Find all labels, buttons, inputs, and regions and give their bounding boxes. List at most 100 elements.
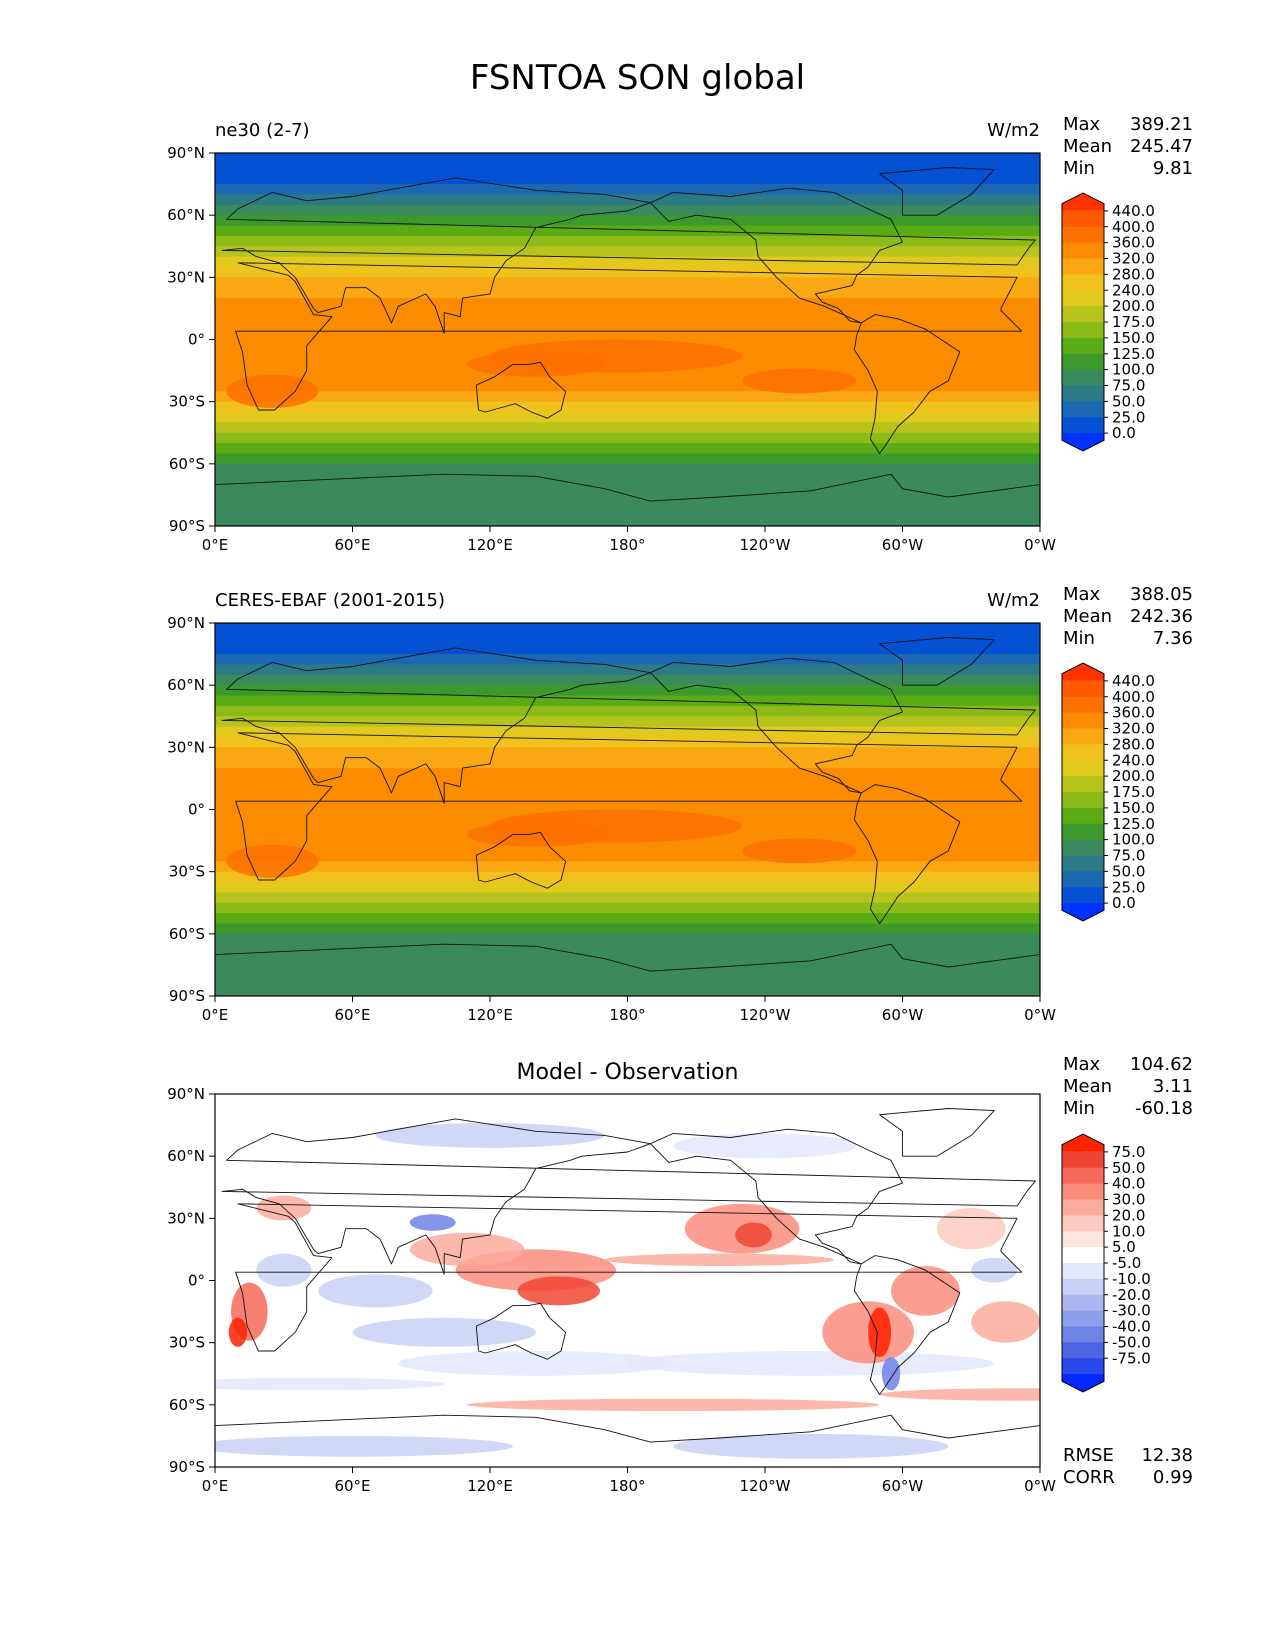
lon-tick-label: 60°E [334, 1006, 370, 1024]
lon-tick-label: 0°E [202, 1006, 229, 1024]
colorbar-tick-label: 240.0 [1112, 281, 1155, 299]
stats-block: Max 388.05 Mean 242.36 Min 7.36 [1063, 584, 1193, 650]
lon-tick-label: 180° [609, 1006, 645, 1024]
field-band [215, 716, 1040, 728]
colorbar-tick-label: 125.0 [1112, 345, 1155, 363]
corr-value: 0.99 [1152, 1467, 1193, 1488]
mean-value: 242.36 [1130, 606, 1193, 627]
lat-tick-label: 90°S [169, 517, 205, 535]
field-anomaly [256, 1253, 312, 1287]
field-anomaly [627, 1350, 995, 1376]
colorbar-tick-label: 360.0 [1112, 234, 1155, 252]
colorbar-swatch [1062, 1151, 1104, 1169]
coastline [649, 187, 903, 324]
lon-tick-label: 120°W [740, 1477, 791, 1495]
field-band [215, 474, 1040, 486]
lon-tick-label: 120°W [740, 536, 791, 554]
field-band [215, 861, 1040, 873]
lon-tick-label: 180° [609, 536, 645, 554]
colorbar-swatch [1062, 871, 1104, 888]
field-band [215, 674, 1040, 686]
colorbar-swatch [1062, 680, 1104, 698]
colorbar: 440.0400.0360.0320.0280.0240.0200.0175.0… [1061, 662, 1155, 922]
coastline [221, 647, 1036, 804]
mean-value: 3.11 [1152, 1076, 1193, 1097]
colorbar-tick-label: 200.0 [1112, 297, 1155, 315]
colorbar: 440.0400.0360.0320.0280.0240.0200.0175.0… [1061, 192, 1155, 452]
stats-block: Max 389.21 Mean 245.47 Min 9.81 [1063, 114, 1193, 180]
colorbar-extend-top [1062, 1134, 1104, 1152]
coastline [853, 784, 961, 924]
lon-tick-label: 0°W [1024, 1006, 1056, 1024]
lon-tick-label: 120°E [467, 1006, 513, 1024]
field-band [215, 153, 1040, 185]
coastline [215, 943, 1040, 996]
colorbar-swatch [1062, 887, 1104, 904]
min-value: 9.81 [1152, 158, 1193, 179]
field-anomaly [673, 1433, 949, 1459]
colorbar-tick-label: 75.0 [1112, 1143, 1145, 1161]
colorbar-swatch [1062, 1326, 1104, 1343]
field-band [215, 933, 1040, 945]
panel-title: CERES-EBAF (2001-2015) [215, 590, 446, 611]
field-band [215, 422, 1040, 434]
colorbar-tick-label: 75.0 [1112, 847, 1145, 865]
map-3: 90°N 60°N 30°N 0° 30°S 60°S 90°S0°E 60°E 120°E 18… [167, 1085, 1151, 1495]
field-anomaly [215, 1435, 513, 1457]
mean-label: Mean [1063, 1076, 1113, 1097]
colorbar-tick-label: 440.0 [1112, 672, 1155, 690]
colorbar-tick-label: 125.0 [1112, 815, 1155, 833]
colorbar-extend-top [1062, 663, 1104, 681]
field-band [215, 266, 1040, 278]
map-2: 90°N 60°N 30°N 0° 30°S 60°S 90°S0°E 60°E 120°E 18… [167, 614, 1155, 1024]
field-anomaly [318, 1274, 433, 1308]
coastline [853, 314, 961, 454]
colorbar-swatch [1062, 1294, 1104, 1312]
field-anomaly [971, 1301, 1040, 1343]
field-band [215, 194, 1040, 206]
coastline [879, 637, 995, 686]
colorbar-swatch [1062, 1167, 1104, 1185]
field-band [215, 215, 1040, 227]
field-band [215, 882, 1040, 893]
colorbar-swatch [1062, 290, 1104, 307]
lat-tick-label: 90°N [167, 1085, 205, 1103]
colorbar-extend-bottom [1062, 903, 1104, 921]
colorbar-tick-label: 25.0 [1112, 408, 1145, 426]
colorbar-swatch [1062, 712, 1104, 729]
colorbar-tick-label: -75.0 [1112, 1349, 1151, 1367]
colorbar-tick-label: 30.0 [1112, 1191, 1145, 1209]
field-band [215, 695, 1040, 707]
lat-tick-label: 60°S [169, 925, 205, 943]
field-band [215, 913, 1040, 924]
colorbar-tick-label: 280.0 [1112, 735, 1155, 753]
field-band [215, 412, 1040, 423]
mean-label: Mean [1063, 606, 1113, 627]
min-label: Min [1063, 628, 1095, 649]
metrics-block: RMSE 12.38 CORR 0.99 [1063, 1445, 1193, 1489]
lat-tick-label: 30°S [169, 393, 205, 411]
lon-tick-label: 120°E [467, 536, 513, 554]
lat-tick-label: 30°N [167, 738, 205, 756]
field-layer [215, 1094, 1040, 1467]
field-anomaly [936, 1207, 1006, 1250]
coastline [879, 167, 995, 216]
figure-title: FSNTOA SON global [469, 58, 806, 98]
colorbar-tick-label: 360.0 [1112, 704, 1155, 722]
colorbar-tick-label: 200.0 [1112, 767, 1155, 785]
field-band [215, 204, 1040, 216]
lat-tick-label: 0° [188, 1272, 205, 1290]
lon-tick-label: 60°W [882, 1006, 924, 1024]
colorbar-swatch [1062, 401, 1104, 418]
panel-title: Model - Observation [516, 1060, 739, 1085]
colorbar-tick-label: 240.0 [1112, 751, 1155, 769]
colorbar-tick-label: 100.0 [1112, 361, 1155, 379]
field-band [215, 432, 1040, 444]
lat-tick-label: 60°S [169, 455, 205, 473]
field-band [215, 256, 1040, 268]
field-band [215, 184, 1040, 195]
lat-tick-label: 30°N [167, 1209, 205, 1227]
colorbar-swatch [1062, 369, 1104, 386]
max-label: Max [1063, 1054, 1101, 1075]
